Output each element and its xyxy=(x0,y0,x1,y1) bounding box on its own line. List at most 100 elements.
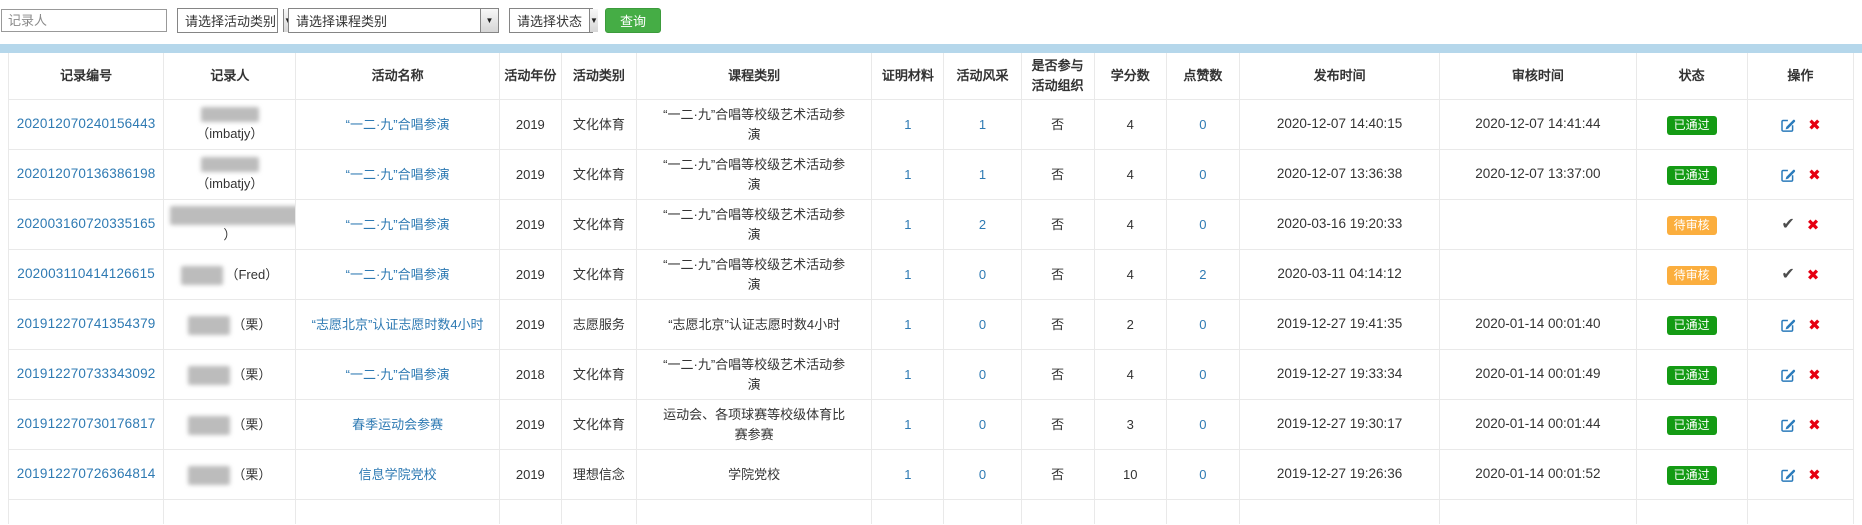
status-select[interactable]: 请选择状态 ▼ xyxy=(509,7,598,33)
column-header: 记录人 xyxy=(163,53,297,101)
record-row: 202012070136386198 （imbatjy） “一二·九”合唱参演 201… xyxy=(7,149,1855,201)
delete-icon[interactable]: ✖ xyxy=(1808,416,1821,434)
activity-photos-link[interactable]: 2 xyxy=(978,216,987,232)
record-id-link[interactable]: 201912270733343092 xyxy=(16,366,156,382)
status-badge: 已通过 xyxy=(1666,415,1717,435)
review-time: 2020-01-14 00:01:49 xyxy=(1475,366,1601,382)
recorder-name: （imbatjy） xyxy=(196,175,264,191)
organized-flag: 否 xyxy=(1020,349,1095,401)
proof-material-link[interactable]: 1 xyxy=(904,466,912,482)
proof-material-link[interactable]: 1 xyxy=(904,366,912,382)
column-header: 活动类别 xyxy=(560,53,637,101)
delete-icon[interactable]: ✖ xyxy=(1808,166,1821,184)
likes-count-link[interactable]: 0 xyxy=(1199,166,1207,182)
status-badge: 已通过 xyxy=(1666,165,1717,185)
likes-count-link[interactable]: 0 xyxy=(1199,416,1207,432)
record-id-link[interactable]: 202003110414126615 xyxy=(17,266,155,282)
record-row: 201912270730176817 （栗） 春季运动会参赛 2019 文化体育 运动会、… xyxy=(7,399,1855,451)
credit-count: 3 xyxy=(1093,399,1167,451)
course-category: “一二·九”合唱等校级艺术活动参演 xyxy=(635,99,873,151)
organized-flag: 否 xyxy=(1020,299,1095,351)
activity-photos-link[interactable]: 0 xyxy=(978,466,987,482)
record-id-link[interactable]: 201912270730176817 xyxy=(16,416,156,432)
table-top-accent-bar xyxy=(0,44,1862,53)
operations-cell: ✖ xyxy=(1746,349,1855,401)
proof-material-link[interactable]: 1 xyxy=(904,216,912,232)
record-id-link[interactable]: 202012070136386198 xyxy=(16,166,156,182)
chevron-down-icon[interactable]: ▼ xyxy=(480,8,498,32)
activity-name-link[interactable]: 信息学院党校 xyxy=(358,466,437,482)
recorder-name: （栗） xyxy=(232,366,272,382)
recorder-cell: ） xyxy=(163,199,297,251)
delete-icon[interactable]: ✖ xyxy=(1808,116,1821,134)
edit-icon[interactable] xyxy=(1780,167,1796,183)
activity-photos-link[interactable]: 1 xyxy=(978,166,987,182)
record-id-link[interactable]: 201912270741354379 xyxy=(16,316,156,332)
activity-photos-link[interactable]: 0 xyxy=(978,416,987,432)
record-id-link[interactable]: 202012070240156443 xyxy=(16,116,156,132)
delete-icon[interactable]: ✖ xyxy=(1806,216,1820,234)
likes-count-link[interactable]: 0 xyxy=(1199,316,1207,332)
activity-category-select[interactable]: 请选择活动类别 ▼ xyxy=(177,7,292,33)
activity-photos-link[interactable]: 0 xyxy=(978,366,987,382)
masked-name xyxy=(188,465,231,485)
activity-name-link[interactable]: “一二·九”合唱参演 xyxy=(345,366,450,382)
column-header: 发布时间 xyxy=(1238,53,1441,101)
search-button[interactable]: 查询 xyxy=(605,7,662,33)
record-row: 202012070240156443 （imbatjy） “一二·九”合唱参演 201… xyxy=(7,99,1855,151)
activity-category: 文化体育 xyxy=(560,249,637,301)
organized-flag: 否 xyxy=(1020,149,1095,201)
activity-name-link[interactable]: “一二·九”合唱参演 xyxy=(345,266,450,282)
filter-bar: 请选择活动类别 ▼ 请选择课程类别 ▼ 请选择状态 ▼ 查询 xyxy=(0,0,1862,33)
activity-name-link[interactable]: “一二·九”合唱参演 xyxy=(345,216,450,232)
edit-icon[interactable] xyxy=(1780,467,1796,483)
column-header: 操作 xyxy=(1746,53,1855,101)
organized-flag: 否 xyxy=(1020,249,1095,301)
activity-photos-link[interactable]: 1 xyxy=(978,116,987,132)
activity-name-link[interactable]: “志愿北京”认证志愿时数4小时 xyxy=(311,316,484,332)
course-category: “一二·九”合唱等校级艺术活动参演 xyxy=(635,249,873,301)
activity-year: 2019 xyxy=(498,299,562,351)
activity-name-link[interactable]: 春季运动会参赛 xyxy=(352,416,444,432)
chevron-down-icon[interactable]: ▼ xyxy=(589,8,598,32)
delete-icon[interactable]: ✖ xyxy=(1808,466,1821,484)
delete-icon[interactable]: ✖ xyxy=(1808,316,1821,334)
record-id-link[interactable]: 202003160720335165 xyxy=(16,216,156,232)
edit-icon[interactable] xyxy=(1780,417,1796,433)
delete-icon[interactable]: ✖ xyxy=(1808,366,1821,384)
chevron-down-icon[interactable]: ▼ xyxy=(283,8,292,32)
approve-icon[interactable]: ✔ xyxy=(1781,266,1795,284)
activity-name-link[interactable]: “一二·九”合唱参演 xyxy=(345,116,450,132)
activity-name-link[interactable]: “一二·九”合唱参演 xyxy=(345,166,450,182)
likes-count-link[interactable]: 0 xyxy=(1199,466,1207,482)
proof-material-link[interactable]: 1 xyxy=(904,116,912,132)
credit-count: 4 xyxy=(1093,199,1167,251)
delete-icon[interactable]: ✖ xyxy=(1806,266,1820,284)
proof-material-link[interactable]: 1 xyxy=(904,316,912,332)
likes-count-link[interactable]: 0 xyxy=(1199,366,1207,382)
recorder-cell: （栗） xyxy=(163,349,297,401)
proof-material-link[interactable]: 1 xyxy=(904,266,912,282)
proof-material-link[interactable]: 1 xyxy=(904,416,912,432)
record-id-link[interactable]: 201912270726364814 xyxy=(16,466,156,482)
activity-photos-link[interactable]: 0 xyxy=(978,266,987,282)
course-category: 学院党校 xyxy=(635,449,873,501)
column-header: 记录编号 xyxy=(7,53,165,101)
review-time: 2020-12-07 14:41:44 xyxy=(1475,116,1601,132)
recorder-name: （栗） xyxy=(232,466,272,482)
edit-icon[interactable] xyxy=(1780,367,1796,383)
column-header: 审核时间 xyxy=(1439,53,1637,101)
likes-count-link[interactable]: 2 xyxy=(1199,266,1207,282)
recorder-search-input[interactable] xyxy=(1,8,167,32)
course-category-select[interactable]: 请选择课程类别 ▼ xyxy=(288,7,499,33)
edit-icon[interactable] xyxy=(1780,317,1796,333)
edit-icon[interactable] xyxy=(1780,117,1796,133)
table-body: 202012070240156443 （imbatjy） “一二·九”合唱参演 201… xyxy=(7,99,1855,524)
empty-partial-row xyxy=(7,499,1855,524)
likes-count-link[interactable]: 0 xyxy=(1199,116,1207,132)
approve-icon[interactable]: ✔ xyxy=(1781,216,1795,234)
likes-count-link[interactable]: 0 xyxy=(1199,216,1207,232)
credit-count: 4 xyxy=(1093,99,1167,151)
proof-material-link[interactable]: 1 xyxy=(904,166,912,182)
activity-photos-link[interactable]: 0 xyxy=(978,316,987,332)
